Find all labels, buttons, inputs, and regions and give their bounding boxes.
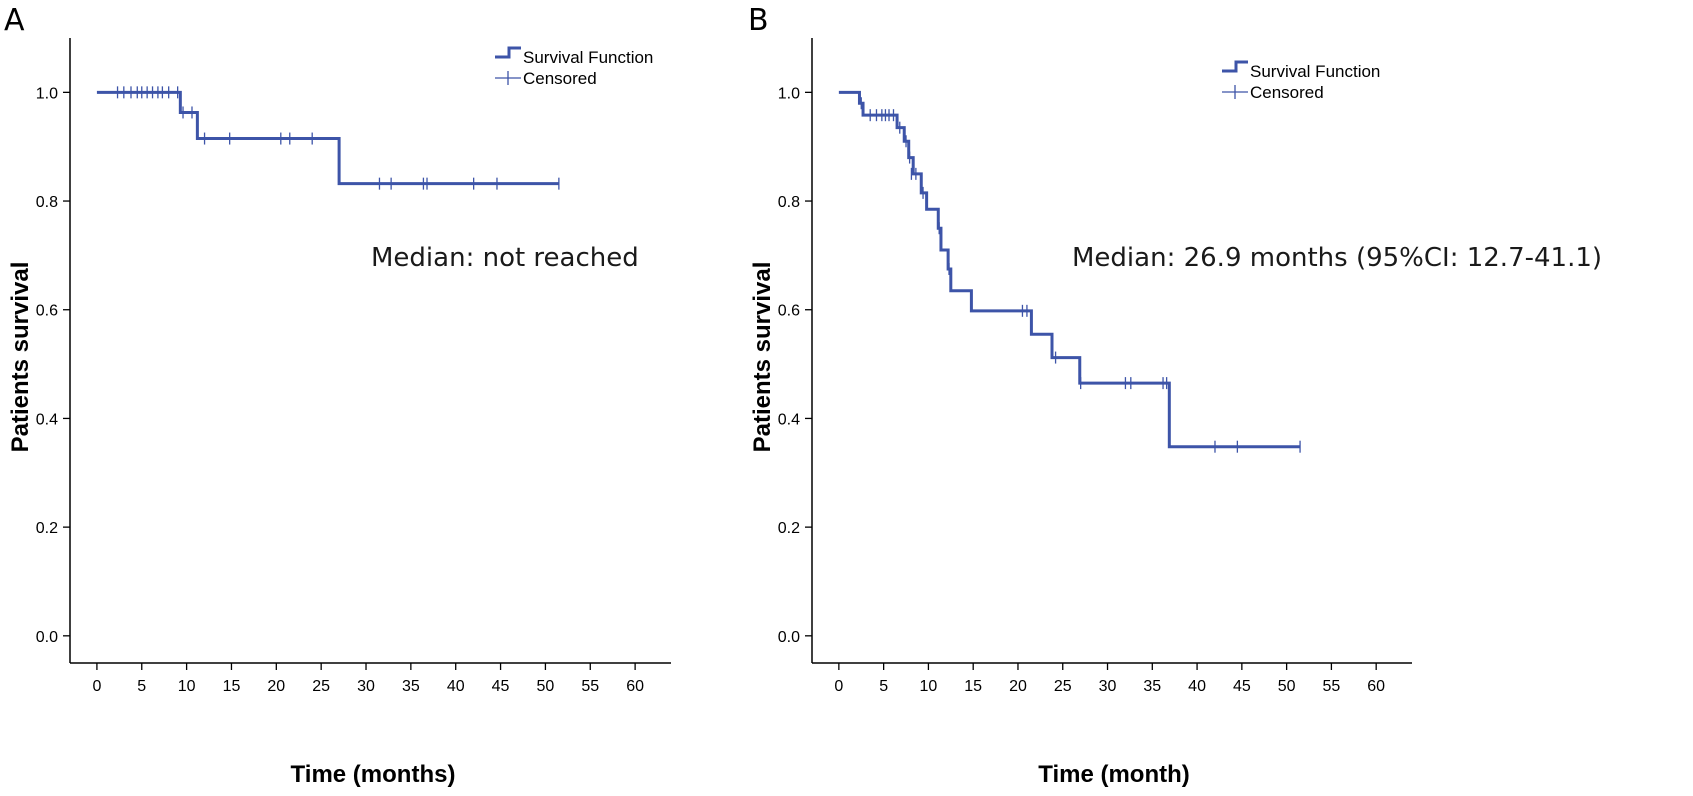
survival-step-line: [838, 90, 1301, 449]
legend-survival-swatch-a: [495, 46, 521, 59]
x-tick-label: 60: [1367, 678, 1385, 695]
y-tick-label: 0.4: [36, 411, 58, 428]
x-tick-label: 45: [492, 678, 510, 695]
x-tick-label: 45: [1233, 678, 1251, 695]
survival-step-line: [96, 90, 559, 186]
x-axis-title-b: Time (month): [1038, 761, 1190, 788]
y-tick-label: 0.8: [778, 194, 800, 211]
legend-b: Survival Function Censored: [1222, 60, 1380, 102]
y-tick-label: 0.4: [778, 411, 800, 428]
x-tick-label: 40: [1188, 678, 1206, 695]
legend-survival-label-b: Survival Function: [1250, 62, 1380, 81]
x-tick-label: 55: [1323, 678, 1341, 695]
survival-curve-a: [96, 90, 559, 186]
x-tick-label: 0: [834, 678, 843, 695]
legend-a: Survival Function Censored: [495, 46, 653, 88]
panel-label-a: A: [4, 3, 25, 38]
y-tick-label: 0.8: [36, 194, 58, 211]
x-tick-label: 10: [178, 678, 196, 695]
y-axis-title-a: Patients survival: [7, 262, 34, 453]
x-tick-label: 30: [1099, 678, 1117, 695]
legend-censored-label-b: Censored: [1250, 83, 1324, 102]
x-tick-label: 0: [92, 678, 101, 695]
legend-survival-swatch-b: [1222, 60, 1248, 73]
y-tick-label: 0.0: [36, 629, 58, 646]
legend-survival-label-a: Survival Function: [523, 48, 653, 67]
km-panel-a: A 0 5 10 15 20 25 30 35 40 45 50 55 60 0.0 0.2 0.4 0.6 0.…: [4, 3, 671, 788]
panel-label-b: B: [748, 3, 769, 38]
x-tick-label: 5: [137, 678, 146, 695]
x-tick-label: 10: [920, 678, 938, 695]
x-axis-title-a: Time (months): [291, 761, 456, 788]
survival-curve-b: [838, 90, 1301, 449]
median-annotation-b: Median: 26.9 months (95%CI: 12.7-41.1): [1072, 243, 1602, 273]
y-tick-label: 0.6: [36, 303, 58, 320]
x-tick-label: 15: [964, 678, 982, 695]
x-tick-label: 5: [879, 678, 888, 695]
y-axis-title-b: Patients survival: [749, 262, 776, 453]
km-panel-b: B 0 5 10 15 20 25 30 35 40 45 50 55 60 0.0 0.2 0.4 0.6 0.…: [748, 3, 1602, 788]
median-annotation-a: Median: not reached: [371, 243, 639, 273]
y-tick-label: 0.2: [778, 520, 800, 537]
y-tick-label: 1.0: [36, 85, 58, 102]
x-tick-label: 30: [357, 678, 375, 695]
x-tick-label: 15: [223, 678, 241, 695]
x-tick-label: 50: [537, 678, 555, 695]
axes-b: 0 5 10 15 20 25 30 35 40 45 50 55 60 0.0 0.2 0.4 0.6 0.8 1…: [778, 38, 1412, 695]
x-tick-label: 35: [1143, 678, 1161, 695]
y-tick-label: 0.0: [778, 629, 800, 646]
x-tick-label: 20: [267, 678, 285, 695]
censored-marks-a: [116, 86, 560, 190]
x-tick-label: 25: [312, 678, 330, 695]
y-tick-label: 0.6: [778, 303, 800, 320]
x-tick-label: 25: [1054, 678, 1072, 695]
x-tick-label: 50: [1278, 678, 1296, 695]
legend-censored-label-a: Censored: [523, 69, 597, 88]
y-tick-label: 1.0: [778, 85, 800, 102]
x-tick-label: 35: [402, 678, 420, 695]
y-tick-label: 0.2: [36, 520, 58, 537]
axes-a: 0 5 10 15 20 25 30 35 40 45 50 55 60 0.0 0.2 0.4 0.6 0.8 1…: [36, 38, 671, 695]
censored-marks-b: [860, 97, 1301, 453]
x-tick-label: 40: [447, 678, 465, 695]
x-tick-label: 60: [626, 678, 644, 695]
x-tick-label: 20: [1009, 678, 1027, 695]
x-tick-label: 55: [581, 678, 599, 695]
